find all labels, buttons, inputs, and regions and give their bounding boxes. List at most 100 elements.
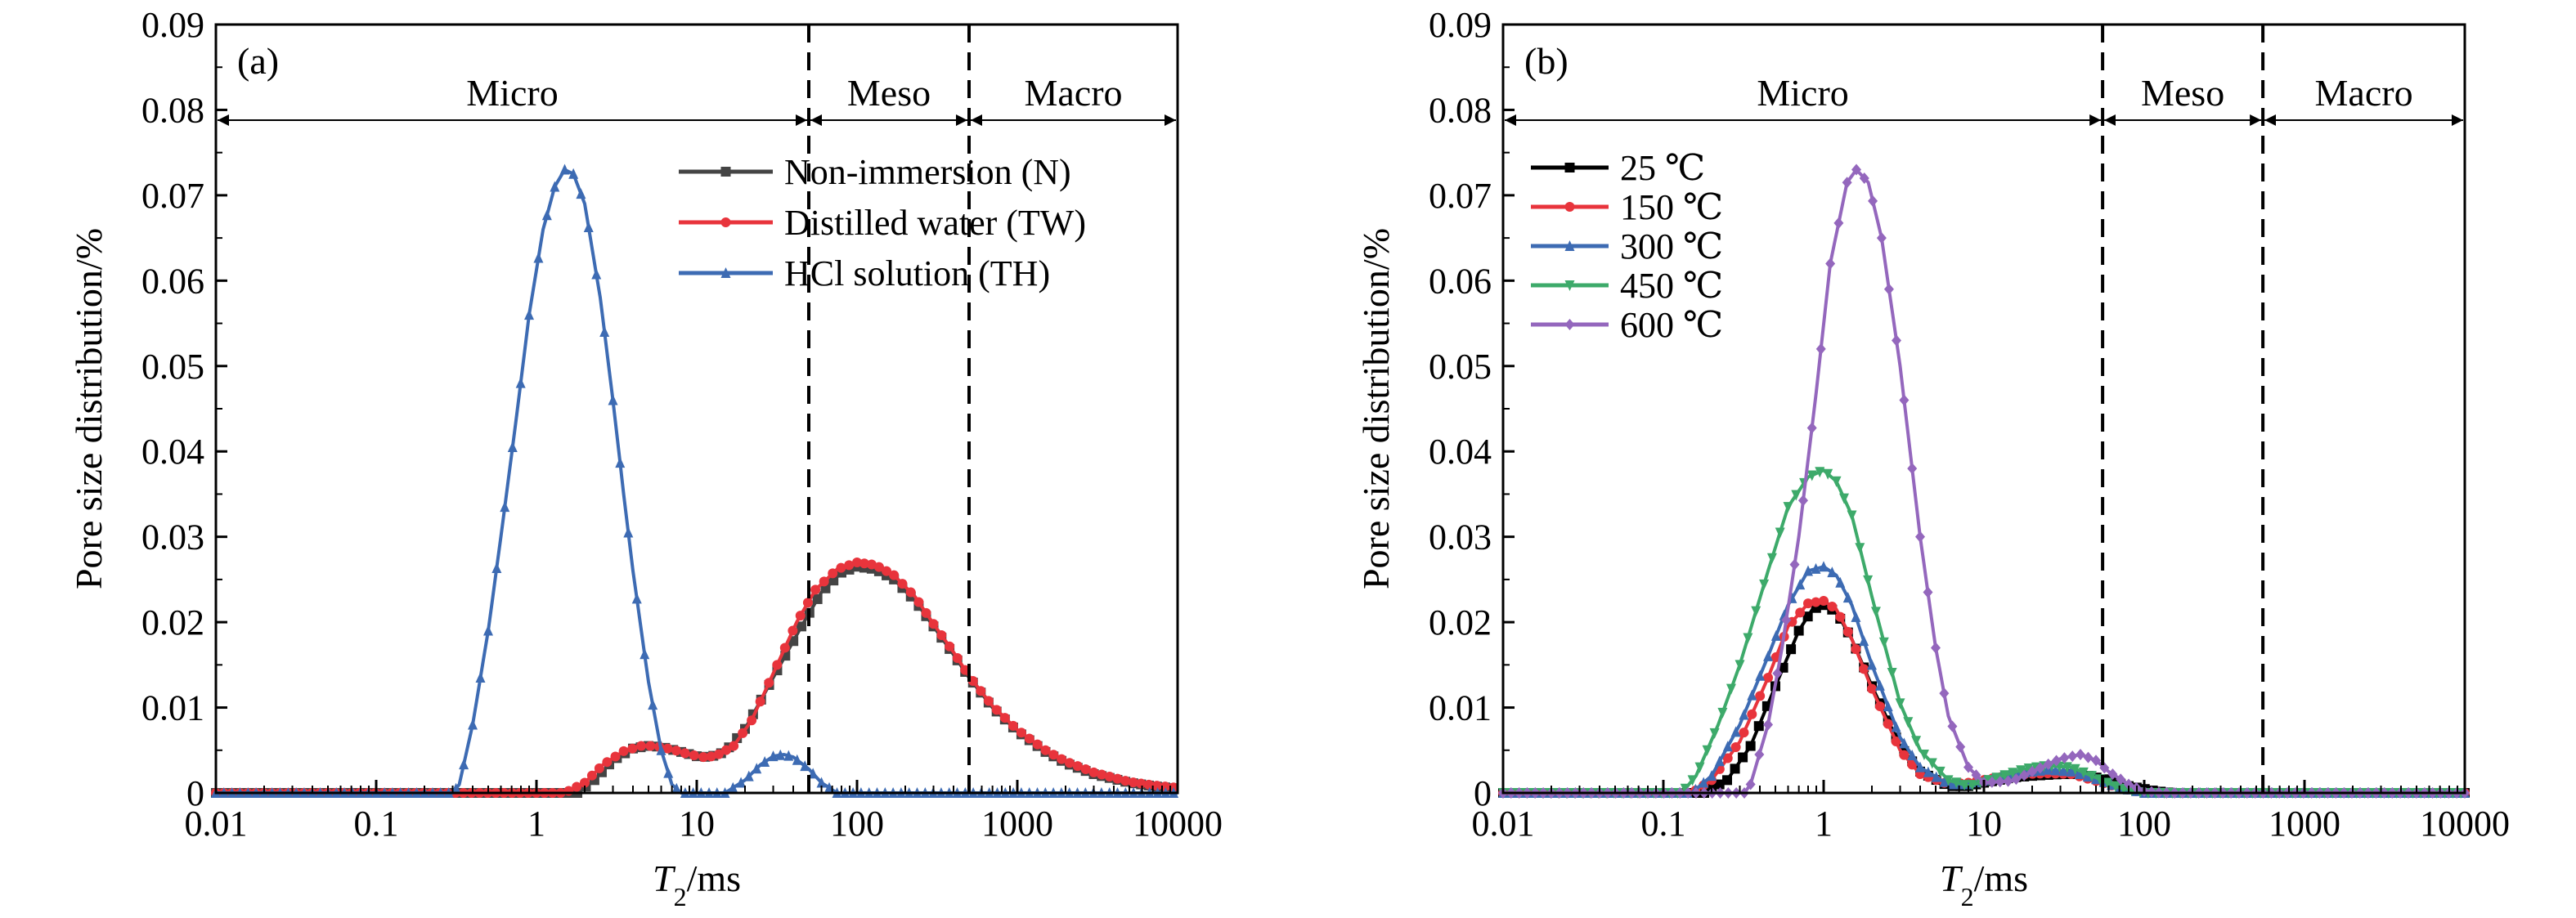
- data-point: [873, 562, 884, 572]
- data-point: [2043, 758, 2053, 770]
- data-point: [2066, 765, 2076, 777]
- data-point: [1753, 721, 1764, 732]
- data-point: [648, 699, 658, 710]
- data-point: [2082, 771, 2093, 782]
- data-point: [1930, 642, 1941, 654]
- data-point: [792, 754, 802, 765]
- y-tick-label: 0.04: [141, 432, 204, 472]
- data-point: [852, 558, 862, 567]
- x-tick-label: 1000: [981, 804, 1053, 844]
- data-point: [1795, 607, 1806, 618]
- chart-panel-a: Micro Meso Macro00.010.020.030.040.050.060…: [68, 5, 1223, 911]
- legend-item-2: 300 ℃: [1531, 226, 1723, 266]
- data-point: [999, 713, 1010, 723]
- region-label-macro: Macro: [1024, 72, 1122, 114]
- data-point: [1008, 720, 1018, 731]
- plot-frame: [214, 23, 1179, 795]
- data-point: [1072, 761, 1083, 772]
- data-point: [1899, 394, 1910, 406]
- data-point: [1825, 257, 1836, 270]
- data-point: [795, 611, 806, 621]
- data-point: [1831, 476, 1842, 487]
- data-point: [1939, 776, 1950, 787]
- data-point: [1763, 673, 1774, 683]
- data-point: [1726, 683, 1736, 695]
- y-tick-label: 0.09: [1429, 5, 1492, 45]
- data-point: [1104, 772, 1115, 782]
- data-point: [1955, 741, 1966, 753]
- data-point: [591, 268, 602, 280]
- data-point: [1939, 687, 1950, 700]
- data-point: [1797, 495, 1808, 507]
- data-point: [1032, 739, 1043, 750]
- data-point: [1851, 611, 1861, 622]
- y-tick-label: 0.08: [1429, 90, 1492, 130]
- data-point: [752, 763, 762, 774]
- data-point: [1739, 728, 1749, 738]
- data-point: [1786, 644, 1797, 655]
- data-point: [1907, 750, 1918, 761]
- region-label-micro: Micro: [1757, 72, 1848, 114]
- data-point: [764, 678, 774, 688]
- data-point: [2035, 762, 2045, 774]
- data-point: [636, 741, 647, 751]
- data-point: [1823, 468, 1833, 480]
- data-point: [2074, 768, 2085, 780]
- data-point: [1755, 669, 1766, 681]
- panel-label: (b): [1524, 40, 1568, 82]
- data-point: [1868, 195, 1878, 207]
- data-point: [889, 570, 900, 580]
- data-point: [1827, 601, 1838, 611]
- data-point: [1863, 575, 1874, 586]
- data-point: [2076, 749, 2086, 760]
- data-point: [1739, 709, 1749, 720]
- x-axis-label-subscript: 2: [1961, 882, 1974, 911]
- data-point: [1722, 753, 1733, 764]
- data-point: [1735, 660, 1745, 671]
- data-point: [1016, 728, 1026, 738]
- data-point: [583, 222, 594, 233]
- data-point: [945, 641, 955, 652]
- data-point: [618, 746, 629, 756]
- data-point: [1891, 721, 1901, 732]
- data-point: [1927, 758, 1937, 769]
- data-point: [1778, 662, 1788, 673]
- series-0: [211, 562, 1178, 798]
- data-point: [451, 782, 461, 794]
- data-point: [2059, 752, 2070, 764]
- legend-label: 300 ℃: [1620, 226, 1723, 266]
- data-point: [2067, 750, 2078, 763]
- series-2: [1498, 561, 2470, 798]
- y-tick-label: 0.02: [1429, 602, 1492, 643]
- data-point: [1789, 558, 1800, 571]
- data-point: [1931, 771, 1941, 782]
- data-point: [788, 625, 798, 636]
- data-point: [1891, 737, 1901, 747]
- data-point: [533, 252, 544, 263]
- data-point: [721, 745, 732, 755]
- data-point: [775, 749, 786, 760]
- data-point: [905, 587, 916, 598]
- data-point: [1751, 606, 1761, 617]
- data-point: [808, 768, 819, 779]
- data-point: [599, 326, 610, 337]
- series-0: [1498, 600, 2470, 798]
- y-tick-label: 0: [186, 773, 204, 813]
- data-point: [1907, 759, 1918, 770]
- panel-label: (a): [237, 40, 279, 82]
- data-point: [2051, 755, 2062, 767]
- legend-label: Distilled water (TW): [784, 203, 1086, 243]
- data-point: [983, 696, 994, 706]
- x-tick-label: 0.1: [354, 804, 399, 844]
- data-point: [828, 575, 839, 586]
- data-point: [1702, 745, 1712, 756]
- data-point: [656, 744, 666, 755]
- x-tick-label: 0.1: [1641, 804, 1686, 844]
- legend-item-0: 25 ℃: [1531, 148, 1705, 188]
- data-point: [662, 743, 673, 754]
- data-point: [1870, 607, 1881, 618]
- data-point: [2070, 764, 2080, 775]
- legend-swatch-marker: [1564, 319, 1575, 330]
- legend-label: Non-immersion (N): [784, 152, 1071, 192]
